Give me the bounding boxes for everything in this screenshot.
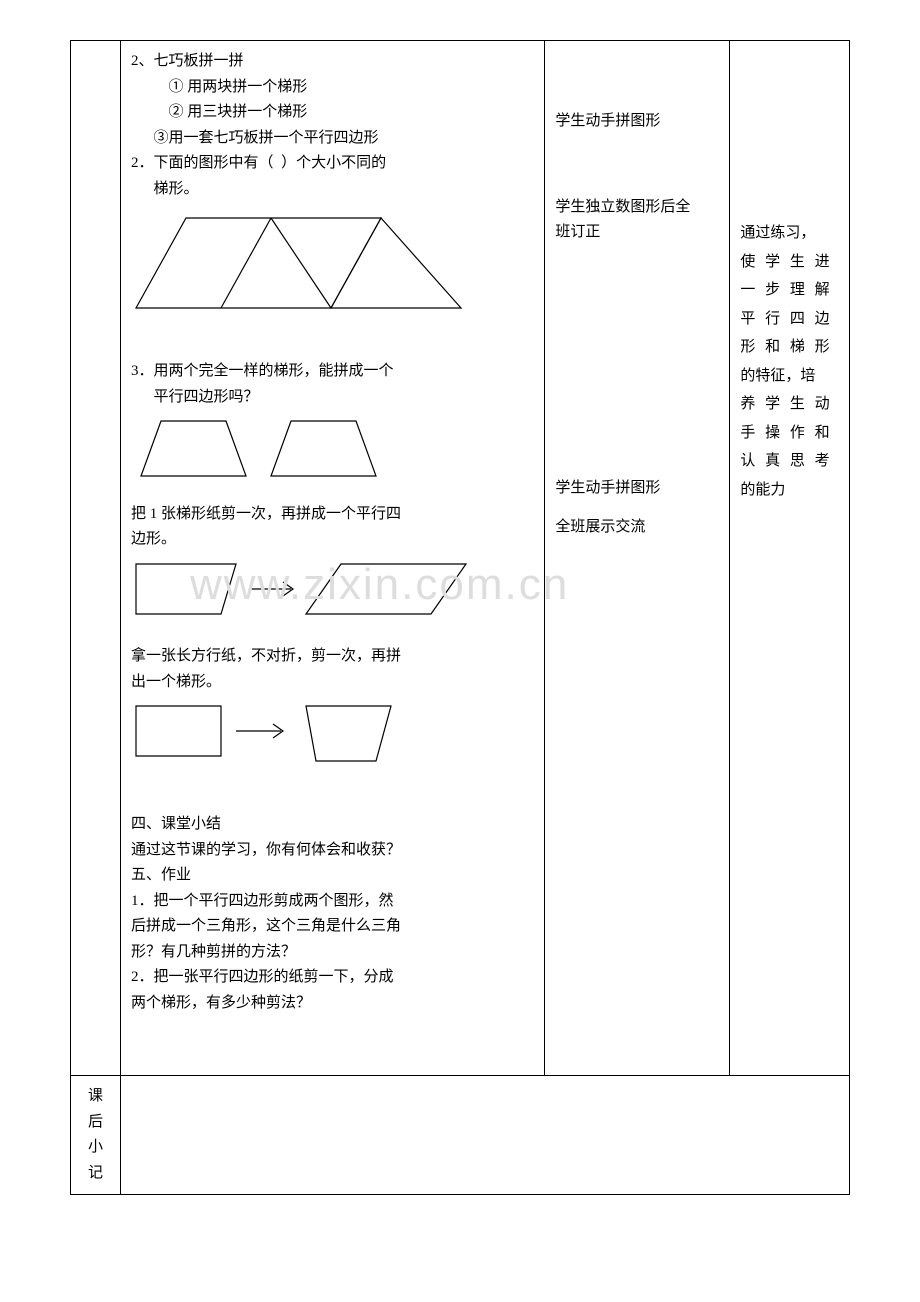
lesson-table: 2、七巧板拼一拼 ① 用两块拼一个梯形 ② 用三块拼一个梯形 ③用一套七巧板拼一…	[70, 40, 850, 1195]
label-char: 课	[81, 1084, 110, 1110]
figure-4	[131, 701, 534, 781]
activity-line: 学生独立数图形后全	[555, 195, 719, 221]
text-line: 2．下面的图形中有（ ）个大小不同的	[131, 155, 386, 171]
text-line: 把 1 张梯形纸剪一次，再拼成一个平行四	[131, 506, 401, 522]
text-line: ③用一套七巧板拼一个平行四边形	[131, 126, 534, 152]
fig4-svg	[131, 701, 411, 771]
text-line: 拿一张长方行纸，不对折，剪一次，再拼	[131, 648, 401, 664]
fig3-svg	[131, 559, 471, 629]
note-line: 的能力	[740, 476, 839, 505]
text-line: 梯形。	[131, 177, 534, 203]
activity-cell: 学生动手拼图形 学生独立数图形后全 班订正 学生动手拼图形 全班展示交流	[545, 41, 730, 1076]
text-line: 两个梯形，有多少种剪法？	[131, 995, 311, 1011]
activity-line: 学生动手拼图形	[555, 109, 719, 135]
text-line: 平行四边形吗？	[131, 385, 534, 411]
figure-1	[131, 208, 534, 328]
text-line: 1．把一个平行四边形剪成两个图形，然	[131, 893, 394, 909]
note-line: 认 真 思 考	[740, 447, 839, 476]
note-line: 使 学 生 进	[740, 248, 839, 277]
note-line: 的特征，培	[740, 362, 839, 391]
note-line: 养 学 生 动	[740, 390, 839, 419]
figure-3	[131, 559, 534, 639]
label-char: 小	[81, 1135, 110, 1161]
text-line: 3．用两个完全一样的梯形，能拼成一个	[131, 363, 394, 379]
fig2-svg	[131, 416, 391, 486]
figure-2	[131, 416, 534, 496]
label-char: 记	[81, 1161, 110, 1187]
text-line: ① 用两块拼一个梯形	[131, 75, 534, 101]
activity-line: 班订正	[555, 220, 719, 246]
note-line: 形 和 梯 形	[740, 333, 839, 362]
left-label-cell: 课 后 小 记	[71, 1076, 121, 1195]
note-cell: 通过练习， 使 学 生 进 一 步 理 解 平 行 四 边 形 和 梯 形 的特…	[730, 41, 850, 1076]
note-line: 手 操 作 和	[740, 419, 839, 448]
content-cell: 2、七巧板拼一拼 ① 用两块拼一个梯形 ② 用三块拼一个梯形 ③用一套七巧板拼一…	[121, 41, 545, 1076]
text-line: 边形。	[131, 531, 176, 547]
left-gutter	[71, 41, 121, 1076]
activity-line: 全班展示交流	[555, 515, 719, 541]
text-line: ② 用三块拼一个梯形	[131, 100, 534, 126]
table-row: 2、七巧板拼一拼 ① 用两块拼一个梯形 ② 用三块拼一个梯形 ③用一套七巧板拼一…	[71, 41, 850, 1076]
text-line: 2、七巧板拼一拼	[131, 53, 244, 69]
fig1-svg	[131, 208, 471, 318]
postscript-cell	[121, 1076, 850, 1195]
text-line: 四、课堂小结	[131, 816, 221, 832]
text-line: 通过这节课的学习，你有何体会和收获？	[131, 842, 401, 858]
text-line: 形？有几种剪拼的方法？	[131, 944, 296, 960]
page-root: www.zixin.com.cn 2、七巧板拼一拼 ① 用两块拼一个梯形 ② 用…	[70, 40, 850, 1195]
note-line: 平 行 四 边	[740, 305, 839, 334]
table-row: 课 后 小 记	[71, 1076, 850, 1195]
text-line: 2．把一张平行四边形的纸剪一下，分成	[131, 969, 394, 985]
note-line: 通过练习，	[740, 219, 839, 248]
activity-line: 学生动手拼图形	[555, 476, 719, 502]
text-line: 出一个梯形。	[131, 674, 221, 690]
note-line: 一 步 理 解	[740, 276, 839, 305]
text-line: 五、作业	[131, 867, 191, 883]
text-line: 后拼成一个三角形，这个三角是什么三角	[131, 918, 401, 934]
label-char: 后	[81, 1110, 110, 1136]
